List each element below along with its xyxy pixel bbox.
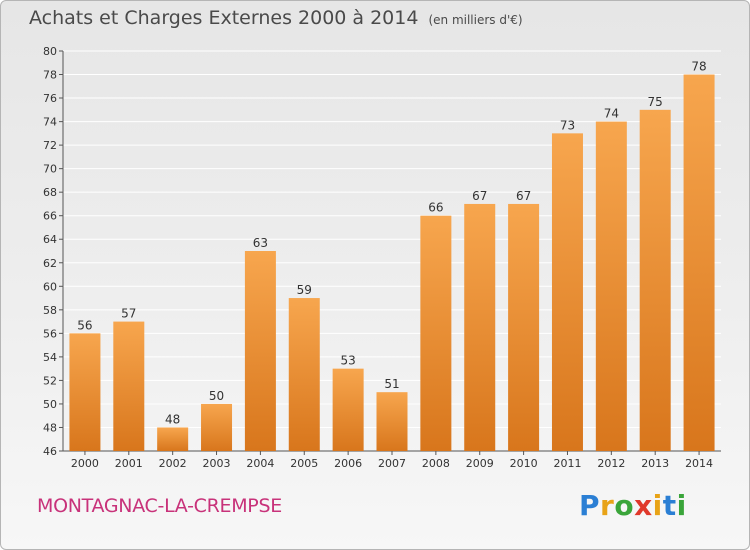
proxiti-logo[interactable]: Proxiti	[579, 489, 687, 522]
y-tick-label: 76	[43, 92, 57, 105]
bar-2010	[508, 203, 540, 451]
x-tick-label: 2013	[641, 457, 669, 470]
x-tick-label: 2008	[422, 457, 450, 470]
y-tick-label: 48	[43, 421, 57, 434]
bar-2013	[639, 109, 671, 451]
bar-2011	[551, 133, 583, 451]
x-tick-label: 2000	[71, 457, 99, 470]
data-label: 48	[165, 412, 180, 426]
bar-2008	[420, 215, 452, 451]
bar-2002	[157, 427, 189, 451]
x-tick-label: 2005	[290, 457, 318, 470]
chart-title-text: Achats et Charges Externes 2000 à 2014	[29, 7, 419, 29]
y-tick-label: 74	[43, 116, 57, 129]
chart-title: Achats et Charges Externes 2000 à 2014 (e…	[29, 7, 523, 29]
x-tick-label: 2009	[466, 457, 494, 470]
logo-letter: i	[676, 489, 687, 522]
y-tick-label: 72	[43, 139, 57, 152]
bar-2005	[288, 298, 320, 451]
x-tick-label: 2004	[246, 457, 274, 470]
data-label: 66	[428, 201, 443, 215]
x-tick-label: 2006	[334, 457, 362, 470]
labels: 56 57 48 50 63 59 53 51 66 67 67 73 74 75 78	[77, 60, 706, 427]
y-tick-label: 46	[43, 445, 57, 458]
data-label: 67	[516, 189, 531, 203]
y-tick-label: 66	[43, 210, 57, 223]
data-label: 73	[560, 118, 575, 132]
x-tick-label: 2010	[510, 457, 538, 470]
data-label: 75	[648, 95, 663, 109]
chart-unit: (en milliers d'€)	[428, 13, 523, 27]
data-label: 56	[77, 318, 92, 332]
axes: 46 48 50 52 54 56 58 60 62 64 66 68 70 72 74 76 78 80 2000…	[43, 45, 721, 470]
logo-letter: o	[614, 489, 635, 522]
y-tick-label: 60	[43, 280, 57, 293]
y-tick-label: 70	[43, 163, 57, 176]
data-label: 67	[472, 189, 487, 203]
x-tick-label: 2002	[159, 457, 187, 470]
bar-2014	[683, 74, 715, 451]
logo-letter: r	[600, 489, 615, 522]
x-tick-label: 2007	[378, 457, 406, 470]
data-label: 74	[604, 107, 619, 121]
y-tick-label: 78	[43, 69, 57, 82]
y-tick-label: 58	[43, 304, 57, 317]
bar-2001	[113, 321, 145, 451]
logo-letter: i	[652, 489, 663, 522]
y-tick-label: 50	[43, 398, 57, 411]
bar-2006	[332, 368, 364, 451]
x-tick-label: 2001	[115, 457, 143, 470]
bar-2007	[376, 392, 408, 451]
y-tick-label: 54	[43, 351, 57, 364]
data-label: 51	[384, 377, 399, 391]
data-label: 78	[691, 60, 706, 74]
x-tick-label: 2012	[597, 457, 625, 470]
y-tick-label: 64	[43, 233, 57, 246]
bars	[69, 74, 715, 452]
bar-2004	[244, 251, 276, 451]
data-label: 57	[121, 307, 136, 321]
commune-name: MONTAGNAC-LA-CREMPSE	[37, 495, 282, 517]
logo-letter: t	[662, 489, 677, 522]
bar-2003	[201, 403, 233, 451]
y-tick-label: 56	[43, 327, 57, 340]
bar-2000	[69, 333, 101, 451]
data-label: 59	[297, 283, 312, 297]
y-tick-label: 62	[43, 257, 57, 270]
bar-2009	[464, 203, 496, 451]
logo-letter: P	[579, 489, 601, 522]
y-tick-label: 80	[43, 45, 57, 58]
y-tick-label: 52	[43, 374, 57, 387]
data-label: 53	[340, 354, 355, 368]
data-label: 50	[209, 389, 224, 403]
x-tick-label: 2003	[203, 457, 231, 470]
bar-2012	[595, 121, 627, 452]
x-tick-label: 2014	[685, 457, 713, 470]
x-tick-label: 2011	[553, 457, 581, 470]
y-tick-label: 68	[43, 186, 57, 199]
data-label: 63	[253, 236, 268, 250]
logo-letter: x	[634, 489, 653, 522]
